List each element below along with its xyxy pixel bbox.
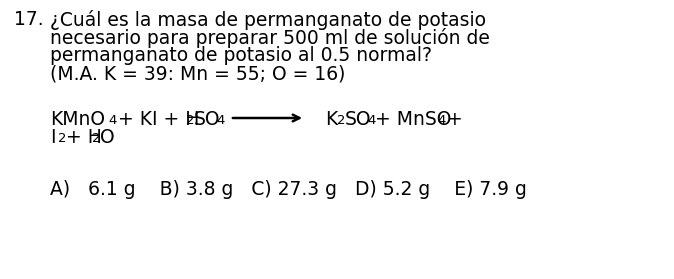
Text: A)   6.1 g    B) 3.8 g   C) 27.3 g   D) 5.2 g    E) 7.9 g: A) 6.1 g B) 3.8 g C) 27.3 g D) 5.2 g E) … [50,180,527,199]
Text: 2: 2 [92,132,100,145]
Text: necesario para preparar 500 ml de solución de: necesario para preparar 500 ml de soluci… [50,28,490,48]
Text: + KI + H: + KI + H [118,110,200,129]
Text: 2: 2 [337,114,346,127]
Text: SO: SO [194,110,220,129]
Text: ¿Cuál es la masa de permanganato de potasio: ¿Cuál es la masa de permanganato de pota… [50,10,486,30]
Text: 4: 4 [437,114,446,127]
Text: 17.: 17. [14,10,44,29]
Text: 2: 2 [186,114,195,127]
Text: KMnO: KMnO [50,110,105,129]
Text: SO: SO [345,110,371,129]
Text: permanganato de potasio al 0.5 normal?: permanganato de potasio al 0.5 normal? [50,46,432,65]
Text: I: I [50,128,55,147]
Text: 4: 4 [367,114,375,127]
Text: O: O [100,128,115,147]
Text: + H: + H [66,128,102,147]
Text: 4: 4 [108,114,117,127]
Text: 4: 4 [216,114,224,127]
Text: (M.A. K = 39: Mn = 55; O = 16): (M.A. K = 39: Mn = 55; O = 16) [50,64,345,83]
Text: K: K [325,110,337,129]
Text: + MnSO: + MnSO [375,110,452,129]
Text: 2: 2 [58,132,67,145]
Text: +: + [447,110,463,129]
